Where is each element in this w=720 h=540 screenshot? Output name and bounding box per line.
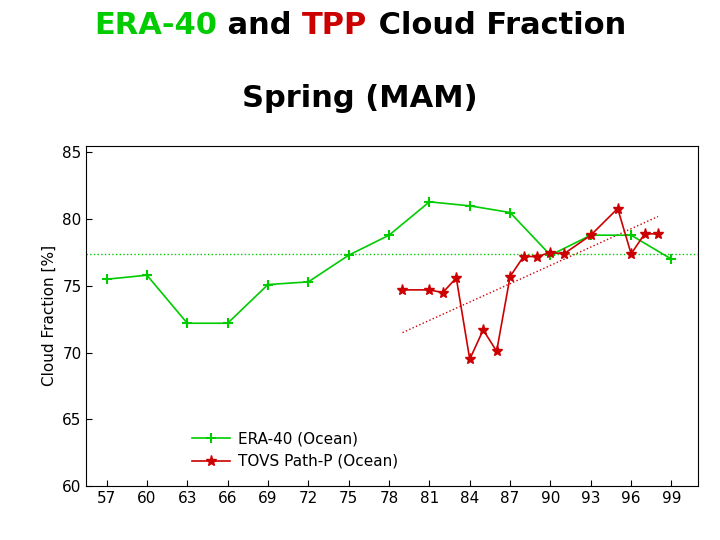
Text: ERA-40: ERA-40	[94, 11, 217, 40]
Text: Spring (MAM): Spring (MAM)	[242, 84, 478, 113]
Legend: ERA-40 (Ocean), TOVS Path-P (Ocean): ERA-40 (Ocean), TOVS Path-P (Ocean)	[186, 425, 404, 475]
Text: TPP: TPP	[302, 11, 368, 40]
Y-axis label: Cloud Fraction [%]: Cloud Fraction [%]	[42, 245, 57, 387]
Text: Cloud Fraction: Cloud Fraction	[368, 11, 626, 40]
Text: and: and	[217, 11, 302, 40]
